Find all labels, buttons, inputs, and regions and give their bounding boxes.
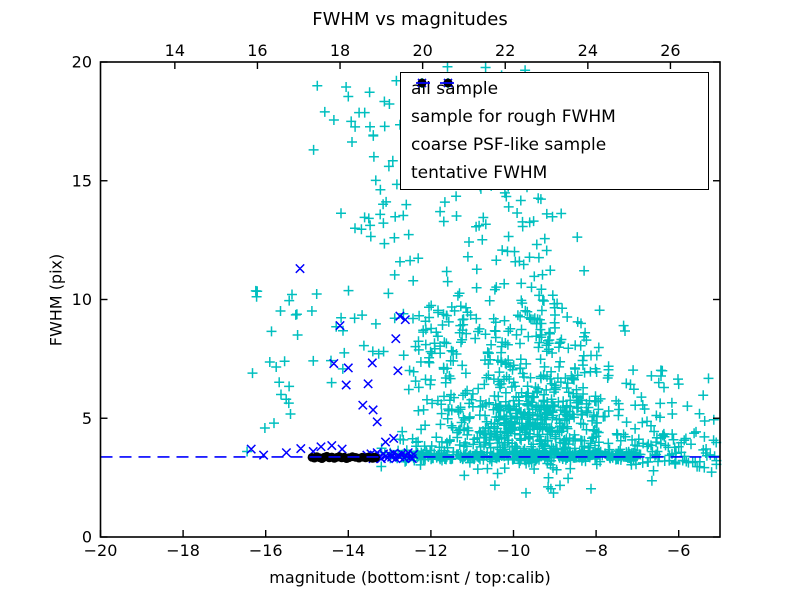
- dashed-line-icon: [416, 82, 455, 84]
- svg-text:16: 16: [247, 41, 267, 60]
- legend-label: coarse PSF-like sample: [411, 135, 607, 155]
- svg-text:−6: −6: [667, 541, 691, 560]
- legend-item-rough-fwhm: sample for rough FWHM: [401, 78, 708, 131]
- svg-text:20: 20: [72, 53, 92, 72]
- svg-text:18: 18: [330, 41, 350, 60]
- svg-text:14: 14: [165, 41, 185, 60]
- y-axis-label: FWHM (pix): [46, 253, 66, 347]
- legend-label: sample for rough FWHM: [411, 107, 616, 127]
- legend-label: tentative FWHM: [411, 163, 548, 183]
- svg-text:5: 5: [82, 409, 92, 428]
- legend-label: all sample: [411, 79, 499, 99]
- axis-ticks: [99, 61, 720, 538]
- svg-text:−16: −16: [249, 541, 283, 560]
- svg-text:10: 10: [72, 290, 92, 309]
- legend: all sample sample for rough FWHM coarse …: [400, 72, 709, 190]
- svg-text:15: 15: [72, 171, 92, 190]
- svg-text:24: 24: [578, 41, 598, 60]
- svg-text:−8: −8: [584, 541, 608, 560]
- chart-title: FWHM vs magnitudes: [312, 9, 508, 30]
- svg-text:−12: −12: [414, 541, 448, 560]
- svg-text:−14: −14: [331, 541, 365, 560]
- svg-text:22: 22: [495, 41, 515, 60]
- x-axis-label: magnitude (bottom:isnt / top:calib): [269, 568, 551, 587]
- svg-text:−10: −10: [497, 541, 531, 560]
- legend-item-tentative-fwhm: tentative FWHM: [401, 82, 708, 187]
- rough-fwhm-points: [246, 263, 419, 464]
- legend-item-psf-sample: coarse PSF-like sample: [401, 78, 708, 159]
- svg-text:−20: −20: [84, 541, 118, 560]
- axis-tick-labels: −20 −18 −16 −14 −12 −10 −8 −6 14 16 18 20 22 24 26 0 5 10…: [72, 41, 691, 560]
- svg-text:26: 26: [660, 41, 680, 60]
- svg-text:0: 0: [82, 528, 92, 547]
- svg-text:20: 20: [412, 41, 432, 60]
- svg-text:−18: −18: [166, 541, 200, 560]
